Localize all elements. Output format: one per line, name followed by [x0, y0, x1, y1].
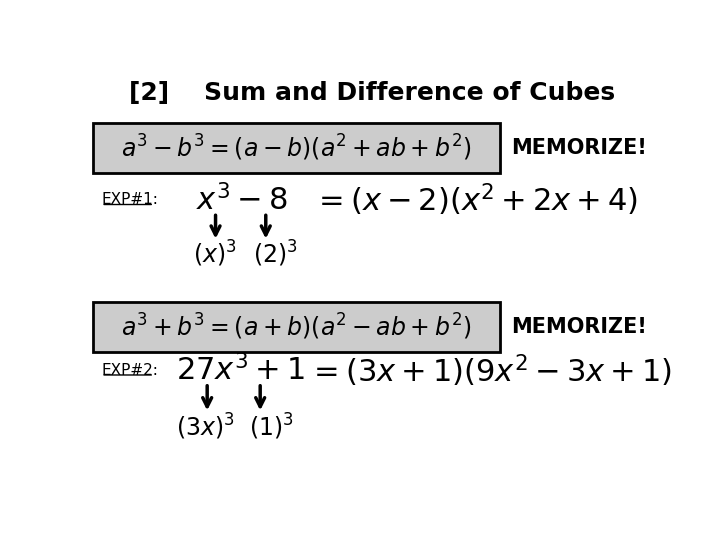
Text: $x^3 - 8$: $x^3 - 8$ — [196, 184, 287, 216]
Text: EXP#2:: EXP#2: — [101, 363, 158, 378]
Text: $(3x)^3$: $(3x)^3$ — [176, 411, 235, 442]
Text: MEMORIZE!: MEMORIZE! — [511, 138, 647, 158]
FancyBboxPatch shape — [93, 123, 500, 173]
Text: $a^3 - b^3 = (a-b)(a^2+ab+b^2)$: $a^3 - b^3 = (a-b)(a^2+ab+b^2)$ — [121, 133, 472, 163]
Text: $= (3x+1)(9x^2-3x+1)$: $= (3x+1)(9x^2-3x+1)$ — [307, 352, 671, 389]
Text: $(x)^3$: $(x)^3$ — [193, 239, 237, 269]
Text: $(1)^3$: $(1)^3$ — [249, 411, 294, 442]
Text: MEMORIZE!: MEMORIZE! — [511, 317, 647, 337]
Text: $a^3 + b^3 = (a+b)(a^2-ab+b^2)$: $a^3 + b^3 = (a+b)(a^2-ab+b^2)$ — [121, 312, 472, 342]
Text: [2]    Sum and Difference of Cubes: [2] Sum and Difference of Cubes — [129, 82, 615, 105]
Text: EXP#1:: EXP#1: — [101, 192, 158, 207]
FancyBboxPatch shape — [93, 302, 500, 352]
Text: $27x^3+1$: $27x^3+1$ — [176, 354, 305, 387]
Text: $= (x-2)(x^2+2x+4)$: $= (x-2)(x^2+2x+4)$ — [313, 181, 638, 218]
Text: $(2)^3$: $(2)^3$ — [253, 239, 298, 269]
